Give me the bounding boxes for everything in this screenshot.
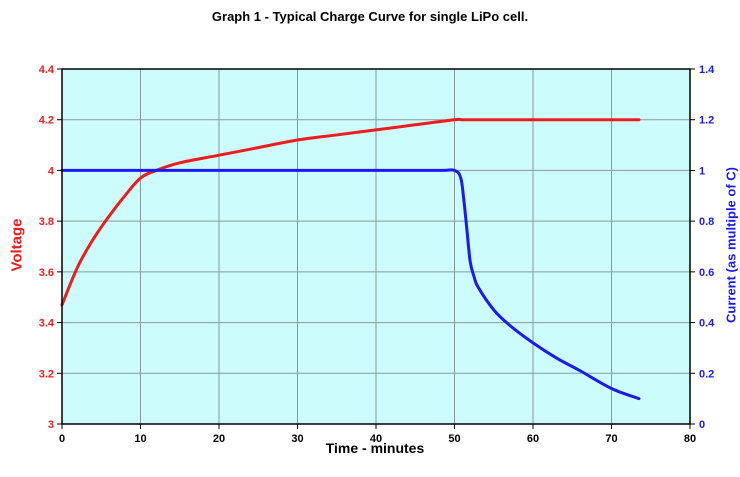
y-tick-label-right: 1.2	[699, 115, 714, 127]
x-tick-label: 40	[370, 433, 382, 445]
y-tick-label-right: 0.2	[699, 368, 714, 380]
y-tick-label-right: 0.8	[699, 216, 714, 228]
plot-frame	[57, 68, 695, 429]
y-tick-label-right: 0	[699, 419, 705, 431]
y-axis-label-left: Voltage	[8, 218, 26, 272]
y-tick-label-right: 0.4	[699, 318, 715, 330]
y-tick-label-left: 3.4	[39, 318, 55, 330]
current-series-line	[60, 168, 641, 401]
y-tick-label-left: 3.2	[39, 368, 54, 380]
x-tick-label: 30	[291, 433, 303, 445]
x-tick-label: 80	[684, 433, 696, 445]
y-tick-label-left: 4.4	[39, 64, 55, 76]
x-tick-label: 20	[213, 433, 225, 445]
x-axis-label: Time - minutes	[325, 440, 425, 456]
y-axis-label-right: Current (as multiple of C)	[723, 166, 739, 324]
y-tick-label-left: 3.6	[39, 267, 54, 279]
y-tick-label-left: 4	[48, 165, 55, 177]
x-tick-label: 0	[59, 433, 65, 445]
x-tick-label: 10	[134, 433, 146, 445]
x-tick-label: 50	[448, 433, 460, 445]
y-tick-label-right: 1	[699, 165, 705, 177]
y-tick-label-right: 0.6	[699, 267, 714, 279]
y-tick-label-right: 1.4	[699, 64, 715, 76]
series-layer	[60, 117, 641, 401]
y-tick-label-left: 3.8	[39, 216, 54, 228]
x-tick-label: 70	[605, 433, 617, 445]
y-tick-label-left: 4.2	[39, 115, 54, 127]
x-tick-label: 60	[527, 433, 539, 445]
chart-title: Graph 1 - Typical Charge Curve for singl…	[211, 9, 529, 24]
y-tick-label-left: 3	[48, 419, 54, 431]
tick-labels: 3 3.2 3.4 3.6 3.8 4 4.2 4.4 0 0.2 0.4 0.6 0.8 1 1.2 1.4…	[39, 64, 715, 445]
voltage-series-line	[60, 117, 641, 307]
